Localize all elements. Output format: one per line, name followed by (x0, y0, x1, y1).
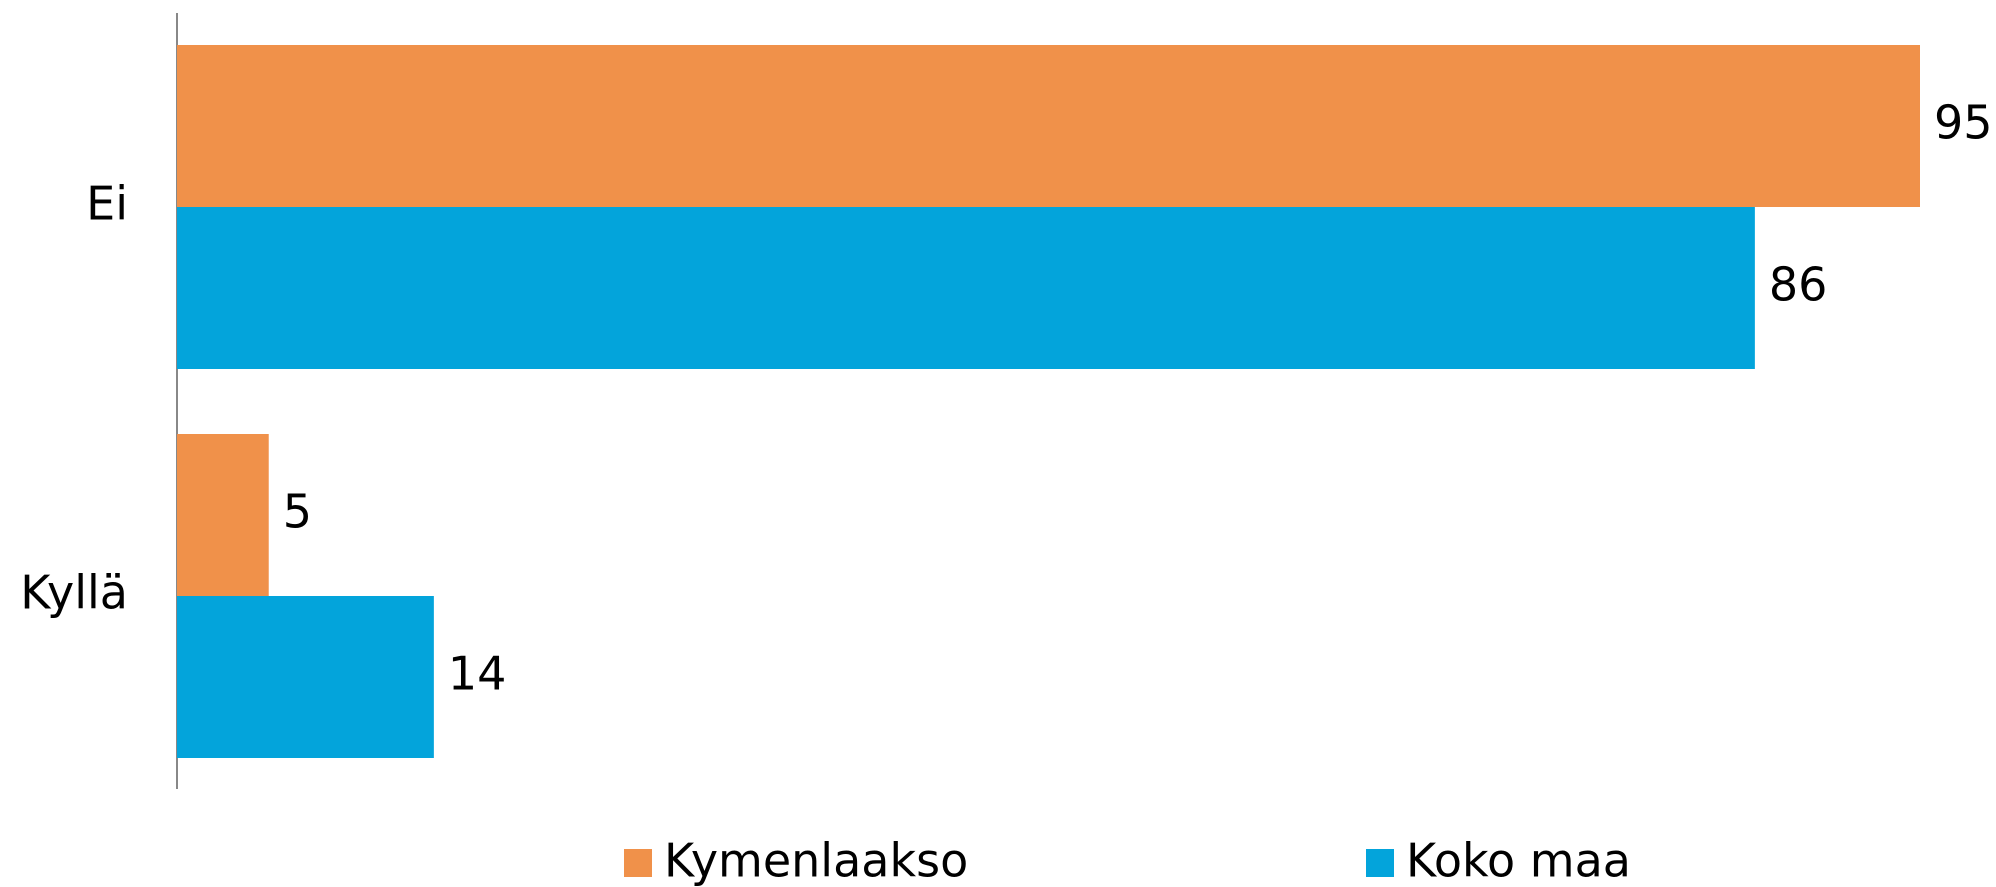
data-label: 95 (1934, 96, 1993, 150)
bar (177, 207, 1755, 369)
y-tick-label: Ei (86, 177, 128, 231)
legend-swatch (1366, 849, 1394, 877)
legend-swatch (624, 849, 652, 877)
bar (177, 434, 269, 596)
data-label: 14 (448, 647, 507, 701)
y-tick-label: Kyllä (20, 566, 128, 620)
legend-label: Kymenlaakso (664, 834, 968, 887)
data-label: 5 (283, 485, 312, 539)
legend-label: Koko maa (1406, 834, 1631, 887)
data-label: 86 (1769, 258, 1828, 312)
bar (177, 596, 434, 758)
bar (177, 45, 1920, 207)
